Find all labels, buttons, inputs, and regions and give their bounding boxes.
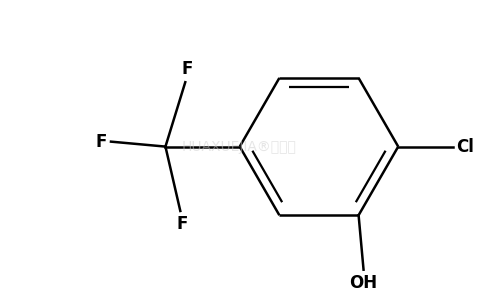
Text: F: F [182,60,193,78]
Text: OH: OH [350,274,377,292]
Text: HUAXUEJIA®化学加: HUAXUEJIA®化学加 [182,140,296,154]
Text: F: F [96,133,107,151]
Text: Cl: Cl [456,138,474,156]
Text: F: F [177,215,188,233]
